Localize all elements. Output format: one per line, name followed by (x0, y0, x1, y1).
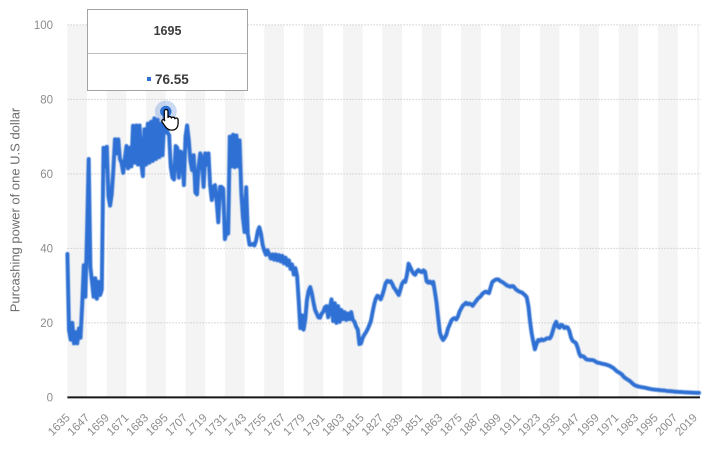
svg-text:1983: 1983 (615, 412, 642, 439)
svg-text:1995: 1995 (634, 412, 661, 439)
svg-text:1791: 1791 (301, 412, 328, 439)
svg-text:1683: 1683 (125, 412, 152, 439)
svg-text:1695: 1695 (144, 412, 171, 439)
svg-text:2019: 2019 (673, 412, 700, 439)
svg-text:1947: 1947 (556, 412, 583, 439)
svg-text:1671: 1671 (105, 412, 132, 439)
svg-text:1923: 1923 (517, 412, 544, 439)
svg-text:1863: 1863 (419, 412, 446, 439)
svg-text:1971: 1971 (595, 412, 622, 439)
svg-text:1743: 1743 (223, 412, 250, 439)
svg-text:1635: 1635 (46, 412, 73, 439)
svg-text:1707: 1707 (164, 412, 191, 439)
svg-text:1959: 1959 (575, 412, 602, 439)
svg-text:1935: 1935 (536, 412, 563, 439)
svg-text:1779: 1779 (281, 412, 308, 439)
svg-text:1803: 1803 (321, 412, 348, 439)
svg-text:1827: 1827 (360, 412, 387, 439)
svg-text:1839: 1839 (379, 412, 406, 439)
svg-text:1875: 1875 (438, 412, 465, 439)
svg-text:0: 0 (47, 393, 53, 405)
svg-text:20: 20 (40, 318, 53, 330)
svg-text:1659: 1659 (85, 412, 112, 439)
svg-text:2007: 2007 (654, 412, 681, 439)
svg-text:1731: 1731 (203, 412, 230, 439)
svg-text:1719: 1719 (183, 412, 210, 439)
svg-text:1815: 1815 (340, 412, 367, 439)
svg-text:40: 40 (40, 244, 53, 256)
svg-text:1899: 1899 (477, 412, 504, 439)
svg-text:1851: 1851 (399, 412, 426, 439)
svg-text:Purcashing power of one U.S do: Purcashing power of one U.S dollar (8, 107, 23, 312)
svg-text:100: 100 (34, 20, 53, 32)
svg-text:1647: 1647 (66, 412, 93, 439)
svg-text:60: 60 (40, 169, 53, 181)
svg-text:1755: 1755 (242, 412, 269, 439)
svg-text:80: 80 (40, 95, 53, 107)
svg-text:1767: 1767 (262, 412, 289, 439)
svg-text:1887: 1887 (458, 412, 485, 439)
